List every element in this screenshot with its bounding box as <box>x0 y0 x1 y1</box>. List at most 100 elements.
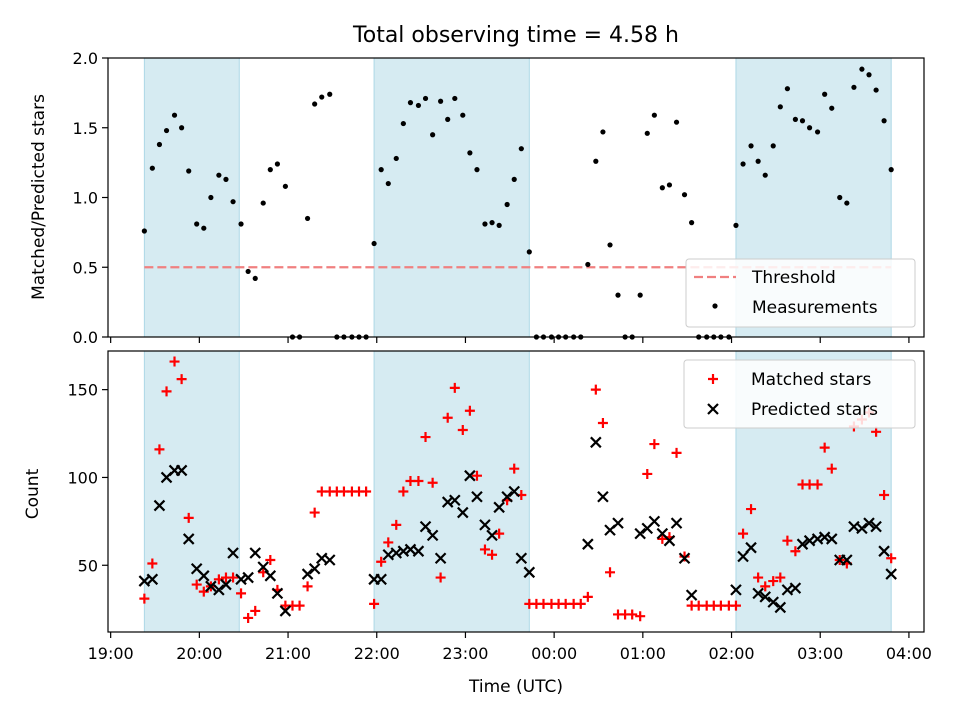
measurement-point <box>866 72 872 78</box>
predicted-star-point <box>885 568 897 580</box>
measurement-point <box>304 215 311 222</box>
matched-star-point <box>449 382 460 393</box>
matched-star-point <box>760 581 771 592</box>
predicted-star-point <box>501 490 513 503</box>
predicted-star-point <box>878 545 890 557</box>
predicted-star-point <box>863 517 875 529</box>
matched-star-point <box>582 591 593 602</box>
predicted-star-point <box>515 552 528 565</box>
matched-star-point <box>442 412 453 423</box>
matched-star-point <box>161 386 172 397</box>
measurement-point <box>385 180 391 187</box>
predicted-star-point <box>242 571 254 584</box>
matched-star-point <box>250 605 261 616</box>
measurement-point <box>600 129 606 135</box>
measurement-point <box>740 161 746 167</box>
measurement-point <box>438 98 444 104</box>
predicted-star-point <box>464 469 476 482</box>
x-tick-label: 04:00 <box>886 644 932 663</box>
matched-star-point <box>176 374 187 385</box>
measurement-point <box>822 91 828 97</box>
measurement-point <box>851 84 857 90</box>
predicted-star-point <box>213 584 225 596</box>
x-tick-label: 22:00 <box>354 644 400 663</box>
predicted-star-point <box>175 464 188 477</box>
count-y-axis: 50 100 150 <box>67 381 108 575</box>
predicted-star-point <box>670 517 683 529</box>
measurement-point <box>814 129 821 135</box>
legend-threshold-label: Threshold <box>751 268 836 288</box>
measurement-point <box>460 112 466 118</box>
predicted-star-point <box>597 490 609 503</box>
matched-star-point <box>494 528 505 539</box>
measurement-point <box>644 130 650 136</box>
measurement-point <box>792 116 798 122</box>
predicted-star-point <box>870 520 882 533</box>
ratio-x-ticks <box>110 337 910 343</box>
predicted-star-point <box>841 554 853 566</box>
measurement-point <box>799 118 806 124</box>
measurement-point <box>282 183 288 189</box>
matched-star-point <box>679 551 690 562</box>
matched-star-point <box>154 444 165 455</box>
measurement-point <box>593 158 599 164</box>
measurement-point <box>230 199 236 205</box>
measurement-point <box>844 200 850 206</box>
measurement-point <box>762 172 768 178</box>
measurement-point <box>733 222 739 228</box>
matched-star-point <box>420 432 431 443</box>
predicted-star-point <box>257 561 269 573</box>
observing-interval-band <box>373 57 530 338</box>
measurement-point <box>393 155 399 162</box>
predicted-star-point <box>471 490 483 503</box>
measurement-point <box>407 100 414 106</box>
matched-star-point <box>605 567 616 578</box>
predicted-star-point <box>634 527 646 540</box>
predicted-star-point <box>249 547 262 559</box>
matched-star-point <box>487 549 498 560</box>
measurement-point <box>777 104 783 110</box>
measurement-point <box>452 95 458 102</box>
matched-star-point <box>819 442 830 453</box>
measurement-point <box>511 176 517 182</box>
matched-star-point <box>509 463 520 474</box>
matched-star-point <box>753 572 764 583</box>
matched-star-point <box>730 600 741 611</box>
measurement-point <box>829 105 835 111</box>
y-tick-label: 1.5 <box>73 119 98 138</box>
y-tick-label: 0.0 <box>73 328 98 347</box>
predicted-star-point <box>198 570 210 582</box>
measurement-point <box>179 125 185 131</box>
measurement-point <box>888 167 894 173</box>
matched-star-point <box>265 554 276 565</box>
measurement-point <box>149 165 155 171</box>
measurement-point <box>245 268 251 275</box>
legend-measurement-swatch <box>712 303 718 309</box>
matched-star-point <box>671 447 682 458</box>
predicted-star-point <box>426 529 439 542</box>
ratio-legend: Threshold Measurements <box>685 258 916 328</box>
measurement-point <box>267 167 273 173</box>
measurement-point <box>223 176 229 182</box>
predicted-star-point <box>375 573 387 586</box>
measurement-point <box>371 240 377 247</box>
matched-star-point <box>886 553 897 564</box>
x-tick-label: 20:00 <box>176 644 222 663</box>
measurement-point <box>496 222 502 228</box>
matched-star-point <box>471 470 482 481</box>
measurement-point <box>659 185 665 191</box>
matched-star-point <box>169 356 180 367</box>
measurement-point <box>859 66 865 72</box>
predicted-star-point <box>323 554 336 566</box>
matched-star-point <box>228 572 239 583</box>
measurement-point <box>673 119 680 125</box>
measurement-point <box>637 292 643 298</box>
matched-star-point <box>782 535 793 546</box>
measurement-point <box>430 132 436 138</box>
legend-matched-label: Matched stars <box>751 370 871 390</box>
matched-star-point <box>383 537 394 548</box>
matched-star-point <box>236 588 247 599</box>
measurement-point <box>445 116 451 122</box>
measurement-point <box>518 146 524 152</box>
